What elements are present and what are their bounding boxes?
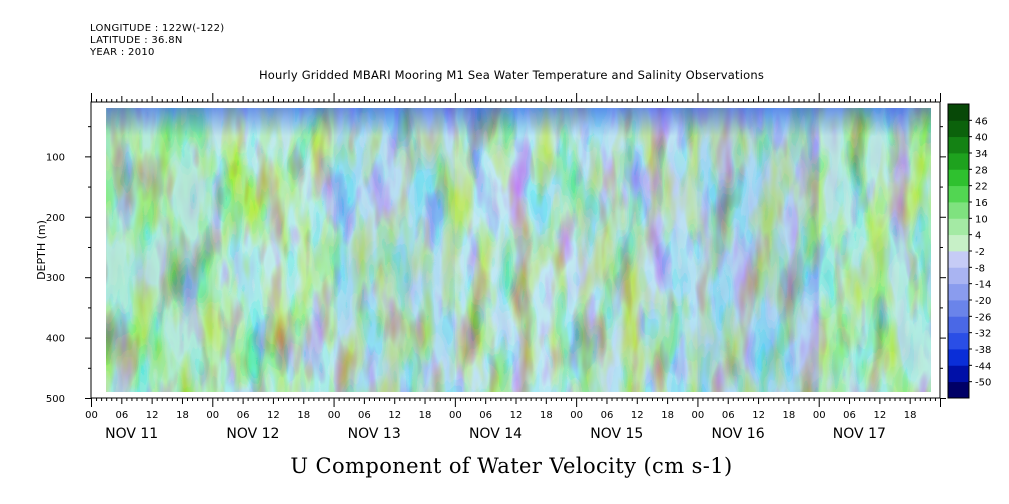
year-label: YEAR : 2010 [90,47,155,58]
latitude-label: LATITUDE : 36.8N [90,35,183,46]
x-tick-label: 12 [267,410,280,421]
y-axis-title: DEPTH (m) [35,220,48,280]
colorbar-label: -8 [975,263,985,274]
x-tick-label: 00 [813,410,826,421]
x-tick-label: 00 [85,410,98,421]
colorbar-label: -2 [975,247,985,258]
x-tick-label: 06 [479,410,492,421]
colorbar-swatch [948,349,969,366]
x-tick-label: 12 [146,410,159,421]
x-day-label: NOV 15 [590,426,643,442]
colorbar-swatch [948,104,969,121]
day-mean-band [818,108,931,392]
y-tick-label: 500 [46,394,65,405]
x-tick-label: 12 [752,410,765,421]
x-tick-label: 06 [722,410,735,421]
x-tick-label: 00 [449,410,462,421]
velocity-field-image [106,108,932,392]
colorbar-swatch [948,381,969,399]
y-tick-label: 200 [46,213,65,224]
x-day-label: NOV 16 [712,426,765,442]
colorbar-swatch [948,202,969,219]
colorbar-swatch [948,316,969,334]
colorbar-label: -44 [975,361,991,372]
x-tick-label: 00 [206,410,219,421]
x-tick-label: 18 [904,410,917,421]
x-tick-label: 18 [297,410,310,421]
colorbar-swatch [948,267,969,285]
colorbar-label: 46 [975,116,988,127]
x-tick-label: 18 [783,410,796,421]
x-tick-label: 18 [176,410,189,421]
y-axis: 100 200 300 400 500 DEPTH (m) [35,126,946,405]
colorbar-swatch [948,283,969,301]
colorbar-swatch [948,300,969,317]
x-tick-label: 06 [843,410,856,421]
longitude-label: LONGITUDE : 122W(-122) [90,23,225,34]
day-mean-band [576,108,698,392]
x-tick-label: 18 [540,410,553,421]
y-tick-label: 100 [46,152,65,163]
x-tick-label: 00 [570,410,583,421]
surface-layer [106,108,932,137]
colorbar-label: 16 [975,198,988,209]
day-mean-band [333,108,455,392]
colorbar-swatch [948,136,969,154]
colorbar-label: -20 [975,296,991,307]
day-mean-band [454,108,577,392]
colorbar-label: 28 [975,165,988,176]
metadata-block: LONGITUDE : 122W(-122) LATITUDE : 36.8N … [90,23,225,59]
x-day-label: NOV 13 [348,426,401,442]
colorbar-label: -50 [975,378,991,389]
colorbar-label: 40 [975,133,988,144]
x-axis: 00 06 12 18 00 06 12 18 00 06 12 18 00 06 12 18 00 06 12 18… [85,93,941,442]
x-tick-label: 12 [873,410,886,421]
colorbar-label: -26 [975,312,991,323]
colorbar-swatch [948,185,969,203]
x-tick-label: 00 [328,410,341,421]
colorbar-label: 4 [975,231,981,242]
x-day-label: NOV 14 [469,426,522,442]
colorbar-label: -32 [975,329,991,340]
colorbar-swatch [948,332,969,350]
x-day-label: NOV 12 [226,426,279,442]
y-tick-label: 300 [46,273,65,284]
colorbar: 46 40 34 28 22 16 10 4 -2 -8 -14 -20 -26 -32 -38 -44 -50 [947,103,991,399]
colorbar-swatch [948,169,969,187]
x-axis-title: U Component of Water Velocity (cm s-1) [290,454,733,478]
x-tick-label: 12 [631,410,644,421]
x-day-label: NOV 17 [833,426,886,442]
colorbar-swatch [948,153,969,170]
x-tick-label: 12 [388,410,401,421]
chart-title: Hourly Gridded MBARI Mooring M1 Sea Wate… [258,68,765,82]
colorbar-label: -14 [975,280,991,291]
x-tick-label: 06 [237,410,250,421]
x-tick-label: 00 [692,410,705,421]
colorbar-label: 22 [975,182,988,193]
colorbar-label: 34 [975,149,988,160]
colorbar-swatch [948,365,969,383]
colorbar-swatch [948,120,969,138]
colorbar-label: 10 [975,214,988,225]
day-mean-band [106,108,213,392]
x-day-label: NOV 11 [105,426,158,442]
velocity-field [106,108,932,392]
day-mean-band [697,108,819,392]
day-mean-band [212,108,334,392]
x-tick-label: 06 [601,410,614,421]
colorbar-swatch [948,218,969,236]
y-tick-label: 400 [46,334,65,345]
x-tick-label: 12 [510,410,523,421]
x-tick-label: 18 [661,410,674,421]
colorbar-swatch [948,251,969,268]
x-tick-label: 18 [419,410,432,421]
colorbar-label: -38 [975,345,991,356]
colorbar-swatch [948,234,969,252]
x-tick-label: 06 [358,410,371,421]
x-tick-label: 06 [115,410,128,421]
